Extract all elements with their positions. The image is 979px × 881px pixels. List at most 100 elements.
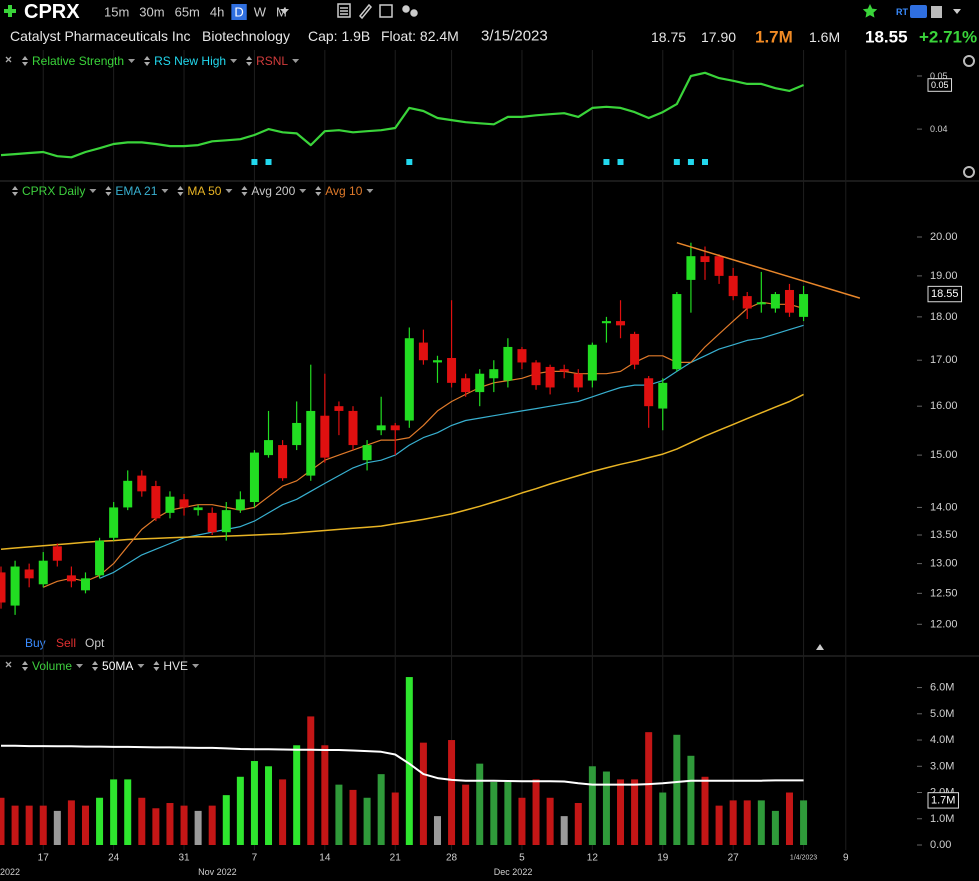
draw-icon[interactable] xyxy=(358,3,373,20)
rs-new-high-marker xyxy=(702,159,708,165)
volume-bar xyxy=(377,774,385,845)
volume-bar xyxy=(321,745,329,845)
candle-body xyxy=(573,373,583,388)
legend-entry[interactable]: HVE xyxy=(163,659,188,673)
interval-button[interactable]: M xyxy=(276,5,287,20)
candle-body xyxy=(756,302,766,305)
volume-bar xyxy=(701,776,709,845)
legend-entry[interactable]: Relative Strength xyxy=(32,54,124,68)
x-tick-label: 21 xyxy=(390,853,402,864)
settings-icon[interactable] xyxy=(963,166,975,178)
candle-body xyxy=(714,256,724,276)
volume-bar xyxy=(96,797,104,845)
rs-new-high-marker xyxy=(406,159,413,165)
legend-entry[interactable]: MA 50 xyxy=(187,184,221,198)
legend-entry[interactable]: Avg 10 xyxy=(325,184,362,198)
volume-bar xyxy=(532,779,540,845)
interval-button[interactable]: 15m xyxy=(104,5,129,20)
y-tick-label: 17.00 xyxy=(930,354,958,366)
legend-dropdown xyxy=(161,189,169,193)
volume-bar xyxy=(265,766,273,845)
interval-button[interactable]: D xyxy=(234,5,243,20)
buy-button[interactable]: Buy xyxy=(25,636,46,650)
candle-body xyxy=(306,410,316,476)
interval-button[interactable]: 4h xyxy=(210,5,224,20)
candle-body xyxy=(80,578,90,591)
share-icon[interactable] xyxy=(402,5,410,13)
y-tick-label: 12.50 xyxy=(930,587,958,599)
sell-button[interactable]: Sell xyxy=(56,636,76,650)
add-symbol-icon[interactable] xyxy=(4,5,16,17)
interval-button[interactable]: 30m xyxy=(139,5,164,20)
volume-bar xyxy=(419,742,427,845)
last-value-label: 0.05 xyxy=(931,80,949,90)
volume-bar xyxy=(152,808,160,845)
settings-icon[interactable] xyxy=(963,55,975,67)
close-pane[interactable] xyxy=(5,56,12,63)
y-tick-label: 14.00 xyxy=(930,501,958,513)
close-pane[interactable] xyxy=(5,661,12,668)
options-button[interactable]: Opt xyxy=(85,636,105,650)
volume-bar xyxy=(631,779,639,845)
volume-bar xyxy=(673,734,681,845)
candle-body xyxy=(264,440,274,456)
interval-button[interactable]: W xyxy=(254,5,267,20)
collapse-arrow[interactable] xyxy=(816,644,824,650)
rs-new-high-marker xyxy=(603,159,610,165)
volume-bar xyxy=(67,800,75,845)
legend-entry[interactable]: 50MA xyxy=(102,659,133,673)
float: Float: 82.4M xyxy=(381,28,459,44)
compare-icon[interactable] xyxy=(379,4,393,18)
legend-entry[interactable]: Avg 200 xyxy=(251,184,295,198)
legend-handle xyxy=(246,56,253,66)
volume-average xyxy=(1,744,804,786)
candle-body xyxy=(95,540,105,576)
volume-bar xyxy=(222,795,230,845)
rs-new-high-marker xyxy=(251,159,258,165)
x-tick-label: 12 xyxy=(587,853,599,864)
x-tick-label: 17 xyxy=(38,853,50,864)
industry: Biotechnology xyxy=(202,28,290,44)
candle-body xyxy=(545,366,555,388)
last-price: 18.55 xyxy=(865,28,908,47)
realtime-badge: RT xyxy=(896,7,908,17)
service-badge[interactable] xyxy=(910,5,927,18)
symbol[interactable]: CPRX xyxy=(24,1,80,23)
legend-entry[interactable]: Volume xyxy=(32,659,72,673)
legend-entry[interactable]: RS New High xyxy=(154,54,226,68)
y-tick-label: 0.00 xyxy=(930,839,951,851)
table-icon[interactable] xyxy=(337,3,351,18)
volume-bar xyxy=(490,782,498,845)
menu-dropdown[interactable] xyxy=(953,9,961,14)
volume-bar xyxy=(124,779,132,845)
candle-body xyxy=(517,349,527,363)
volume-bar xyxy=(687,755,695,845)
legend-handle xyxy=(22,56,28,66)
y-tick-label: 0.05 xyxy=(930,71,948,81)
volume-bar xyxy=(250,761,258,845)
legend-entry[interactable]: RSNL xyxy=(256,54,288,68)
interval-dropdown[interactable] xyxy=(280,9,289,14)
candle-body xyxy=(432,360,442,363)
legend-entry[interactable]: CPRX Daily xyxy=(22,184,85,198)
watchlist-star[interactable] xyxy=(862,4,878,18)
candle-body xyxy=(66,575,76,582)
volume-bar xyxy=(476,763,484,845)
candle-body xyxy=(700,256,710,263)
candle-body xyxy=(376,425,386,431)
volume-bar xyxy=(293,745,301,845)
legend-handle xyxy=(315,186,322,196)
legend-handle xyxy=(241,186,248,196)
x-tick-label: 1/4/2023 xyxy=(790,855,817,862)
y-tick-label: 13.50 xyxy=(930,529,958,541)
legend-handle xyxy=(22,661,28,671)
legend-entry[interactable]: EMA 21 xyxy=(115,184,157,198)
candle-body xyxy=(235,499,245,511)
x-tick-label: 28 xyxy=(446,853,458,864)
save-icon[interactable] xyxy=(931,6,942,18)
legend-dropdown xyxy=(292,59,300,63)
last-value-box xyxy=(927,792,959,809)
x-period-label: Nov 2022 xyxy=(198,867,237,877)
interval-button[interactable]: 65m xyxy=(175,5,200,20)
volume-bar xyxy=(11,805,19,845)
